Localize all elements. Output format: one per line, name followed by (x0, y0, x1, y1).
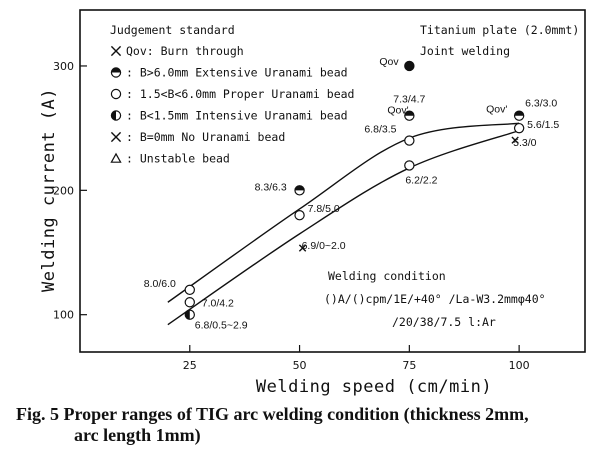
marker-x (298, 244, 307, 252)
plot-frame (79, 9, 586, 353)
marker-fill (514, 111, 524, 116)
point-label: 7.8/5.0 (308, 203, 340, 215)
point-label: 5.6/1.5 (527, 119, 559, 131)
point-label: 6.8/3.5 (364, 124, 396, 136)
marker-circle (513, 122, 525, 134)
marker-circle (404, 160, 415, 171)
marker-x (110, 131, 122, 143)
point-label-qov: Qov' (486, 104, 507, 116)
marker-half-left (184, 309, 195, 320)
plate-notes: Titanium plate (2.0mmt) Joint welding (420, 23, 579, 58)
x-tick-label: 75 (402, 359, 416, 372)
marker-circle (404, 135, 415, 146)
marker-circle (184, 297, 195, 308)
curve-lower-limit (167, 129, 520, 326)
point-label: 6.2/2.2 (405, 174, 437, 186)
marker-fill (185, 310, 190, 320)
marker-stroke (511, 136, 519, 144)
legend-item: Qov: Burn through (126, 44, 244, 58)
y-tick-label: 100 (53, 309, 74, 322)
welding-condition: Welding condition ()A/()cpm/1E/+40° /La-W… (324, 269, 546, 329)
caption-line-2: arc length 1mm) (74, 425, 201, 445)
condition-line-1: ()A/()cpm/1E/+40° /La-W3.2mmφ40° (324, 292, 546, 306)
marker-half-left (110, 110, 122, 121)
point-label: Qov (379, 56, 399, 68)
marker-half-top (294, 185, 305, 196)
marker-fill (404, 111, 414, 116)
marker-fill (111, 110, 116, 121)
note-line: Joint welding (420, 44, 510, 58)
marker-stroke (110, 131, 122, 143)
marker-open (404, 160, 415, 171)
legend: Judgement standard Qov: Burn through : B>6… (110, 23, 354, 166)
axis-ticks: 25 50 75 100 100 200 300 (53, 60, 530, 372)
marker-circle (184, 284, 195, 296)
y-axis-label: Welding current (A) (39, 88, 59, 292)
marker-fill (111, 67, 121, 73)
marker-stroke (298, 244, 307, 252)
marker-stroke (110, 45, 122, 57)
legend-item: : B>6.0mm Extensive Uranami bead (126, 66, 348, 80)
legend-item: : 1.5<B<6.0mm Proper Uranami bead (126, 87, 354, 101)
marker-filled (404, 60, 415, 72)
point-label-qov: Qov' (387, 105, 408, 117)
note-line: Titanium plate (2.0mmt) (420, 23, 579, 37)
marker-circle (404, 60, 415, 72)
marker-circle (110, 88, 122, 100)
point-label: 7.0/4.2 (202, 297, 234, 309)
marker-x (110, 45, 122, 57)
marker-half-top (110, 67, 122, 78)
plot-border (79, 9, 586, 353)
marker-open (294, 209, 305, 221)
point-label: 8.0/6.0 (144, 278, 176, 290)
point-label: 5.3/0 (513, 137, 537, 149)
condition-title: Welding condition (328, 269, 446, 283)
curve-upper-limit (167, 122, 520, 303)
marker-x (511, 136, 519, 144)
marker-open (513, 122, 525, 134)
marker-open (404, 135, 415, 146)
marker-open (110, 88, 122, 100)
caption-line-1: Fig. 5 Proper ranges of TIG arc welding … (16, 404, 529, 424)
marker-half-top (513, 110, 525, 121)
legend-item: : Unstable bead (126, 152, 230, 166)
legend-title: Judgement standard (110, 23, 235, 37)
point-label: 8.3/6.3 (255, 181, 287, 193)
marker-fill (294, 185, 305, 191)
y-tick-label: 200 (53, 184, 74, 197)
legend-item: : B=0mm No Uranami bead (126, 130, 285, 144)
marker-open (184, 284, 195, 296)
condition-line-2: /20/38/7.5 l:Ar (392, 315, 496, 329)
marker-open (184, 297, 195, 308)
marker-half-top (404, 110, 415, 121)
marker-circle (294, 209, 305, 221)
x-tick-label: 100 (509, 359, 530, 372)
x-tick-label: 50 (293, 359, 307, 372)
legend-item: : B<1.5mm Intensive Uranami bead (126, 109, 348, 123)
point-label: 7.3/4.7 (393, 94, 425, 106)
point-label: 6.9/0~2.0 (302, 240, 346, 252)
limit-curves (167, 122, 520, 326)
point-label: 6.8/0.5~2.9 (195, 320, 248, 332)
marker-triangle (110, 152, 122, 163)
figure-caption: Fig. 5 Proper ranges of TIG arc welding … (16, 404, 596, 446)
x-axis-label: Welding speed (cm/min) (256, 377, 492, 397)
y-tick-label: 300 (53, 60, 74, 73)
data-points: Qov7.3/4.7Qov'6.8/3.56.2/2.26.3/3.0Qov'5… (144, 56, 560, 332)
x-tick-label: 25 (183, 359, 197, 372)
point-label: 6.3/3.0 (525, 98, 557, 110)
